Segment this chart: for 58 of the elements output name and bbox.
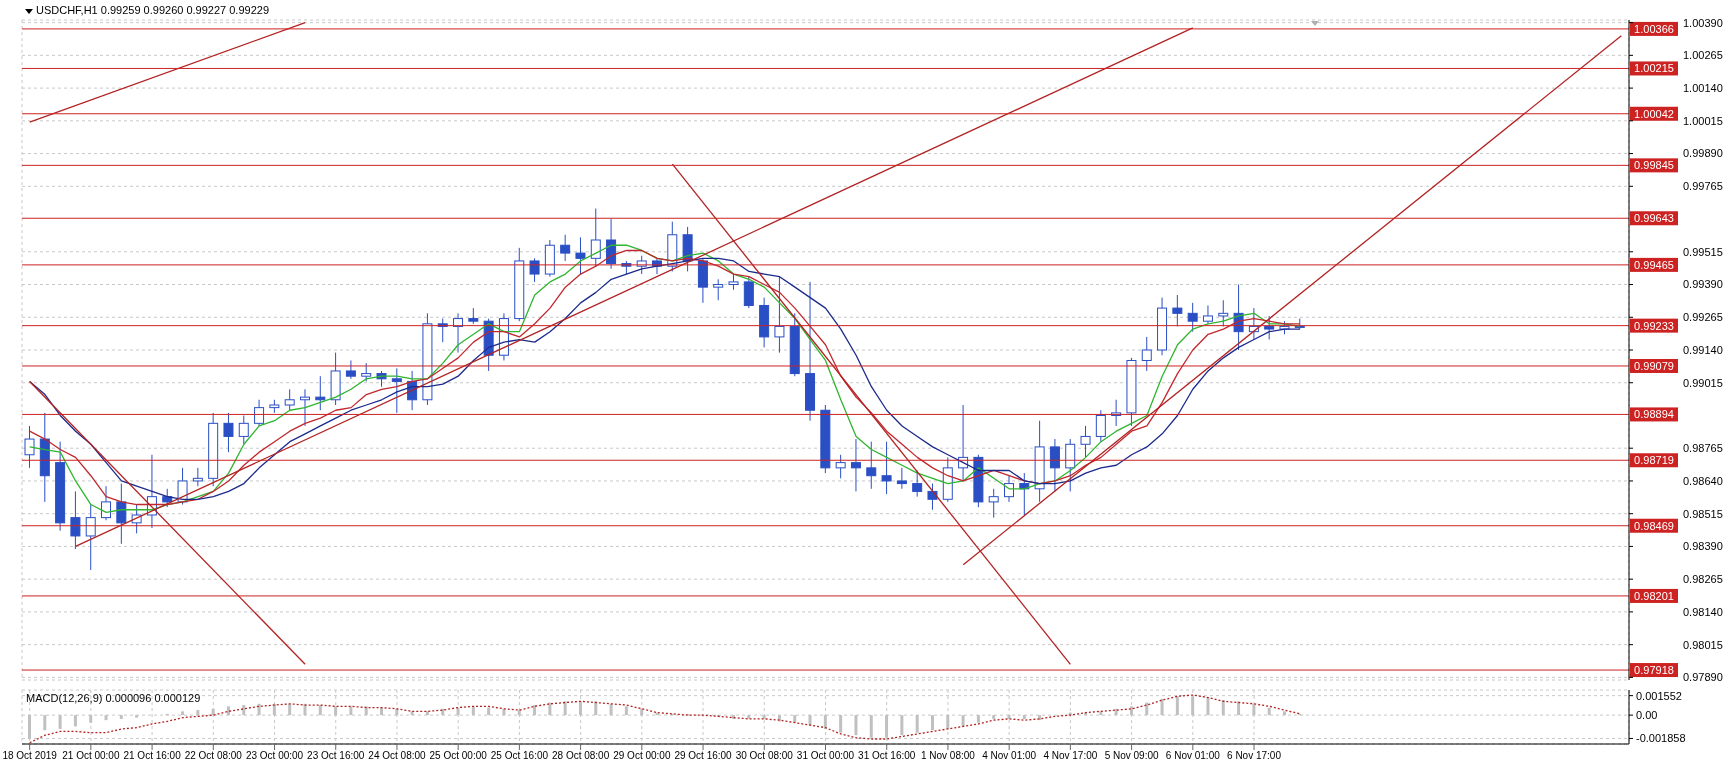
x-tick-label: 23 Oct 00:00 bbox=[245, 750, 304, 762]
x-tick-label: 28 Oct 08:00 bbox=[551, 750, 610, 762]
x-tick-label: 31 Oct 00:00 bbox=[796, 750, 855, 762]
chart-title: MACD(12,26,9) 0.000096 0.000129 bbox=[26, 692, 201, 705]
ref-line-label: 1.00366 bbox=[1634, 22, 1674, 35]
ref-line-label: 0.98719 bbox=[1634, 454, 1674, 467]
y-tick-label: -0.001858 bbox=[1636, 732, 1686, 745]
x-tick-label: 4 Nov 01:00 bbox=[982, 750, 1037, 762]
x-tick-label: 4 Nov 17:00 bbox=[1043, 750, 1098, 762]
y-tick-label: 0.98140 bbox=[1683, 605, 1723, 618]
x-tick-label: 21 Oct 16:00 bbox=[123, 750, 182, 762]
ref-line-label: 1.00042 bbox=[1634, 107, 1674, 120]
ref-line-label: 0.99643 bbox=[1634, 212, 1674, 225]
x-tick-label: 24 Oct 08:00 bbox=[368, 750, 427, 762]
y-tick-label: 0.001552 bbox=[1636, 689, 1682, 702]
y-tick-label: 1.00140 bbox=[1683, 82, 1723, 94]
x-tick-label: 1 Nov 08:00 bbox=[920, 750, 976, 762]
x-tick-label: 30 Oct 08:00 bbox=[735, 750, 794, 762]
y-tick-label: 0.99890 bbox=[1683, 147, 1723, 160]
ref-line-label: 0.99845 bbox=[1634, 159, 1674, 172]
y-tick-label: 0.98640 bbox=[1683, 474, 1723, 487]
ref-line-label: 0.98201 bbox=[1634, 589, 1674, 602]
ref-line-label: 0.99465 bbox=[1634, 258, 1674, 271]
x-tick-label: 31 Oct 16:00 bbox=[858, 750, 916, 762]
ref-line-label: 0.97918 bbox=[1634, 664, 1674, 677]
ref-line-label: 0.99079 bbox=[1634, 359, 1674, 372]
y-tick-label: 1.00265 bbox=[1683, 49, 1723, 62]
x-tick-label: 29 Oct 00:00 bbox=[613, 750, 671, 762]
y-tick-label: 0.99390 bbox=[1683, 278, 1723, 291]
ref-line-label: 0.99233 bbox=[1634, 319, 1674, 332]
y-tick-label: 0.98515 bbox=[1683, 507, 1723, 520]
y-tick-label: 0.98265 bbox=[1683, 573, 1723, 586]
y-tick-label: 1.00015 bbox=[1683, 114, 1723, 127]
y-tick-label: 0.99015 bbox=[1683, 376, 1723, 389]
chart-title: USDCHF,H1 0.99259 0.99260 0.99227 0.99229 bbox=[36, 4, 270, 17]
x-tick-label: 6 Nov 17:00 bbox=[1227, 750, 1282, 762]
x-tick-label: 29 Oct 16:00 bbox=[674, 750, 733, 762]
y-tick-label: 0.98390 bbox=[1683, 540, 1723, 553]
y-tick-label: 0.99265 bbox=[1683, 311, 1723, 324]
x-tick-label: 21 Oct 00:00 bbox=[62, 750, 120, 762]
y-tick-label: 0.00 bbox=[1636, 709, 1658, 722]
y-tick-label: 0.99765 bbox=[1683, 180, 1723, 193]
x-tick-label: 5 Nov 09:00 bbox=[1104, 750, 1159, 762]
x-tick-label: 22 Oct 08:00 bbox=[184, 750, 243, 762]
y-tick-label: 0.98765 bbox=[1683, 442, 1723, 455]
y-tick-label: 0.98015 bbox=[1683, 638, 1723, 651]
y-tick-label: 0.99515 bbox=[1683, 245, 1723, 258]
x-tick-label: 25 Oct 16:00 bbox=[490, 750, 549, 762]
y-tick-label: 1.00390 bbox=[1683, 16, 1723, 29]
x-tick-label: 18 Oct 2019 bbox=[2, 750, 58, 762]
ref-line-label: 1.00215 bbox=[1634, 62, 1674, 75]
y-tick-label: 0.97890 bbox=[1683, 671, 1723, 684]
x-tick-label: 6 Nov 01:00 bbox=[1165, 750, 1221, 762]
x-tick-label: 23 Oct 16:00 bbox=[307, 750, 365, 762]
ref-line-label: 0.98469 bbox=[1634, 519, 1674, 532]
x-tick-label: 25 Oct 00:00 bbox=[429, 750, 488, 762]
y-tick-label: 0.99140 bbox=[1683, 343, 1723, 356]
ref-line-label: 0.98894 bbox=[1634, 408, 1674, 421]
